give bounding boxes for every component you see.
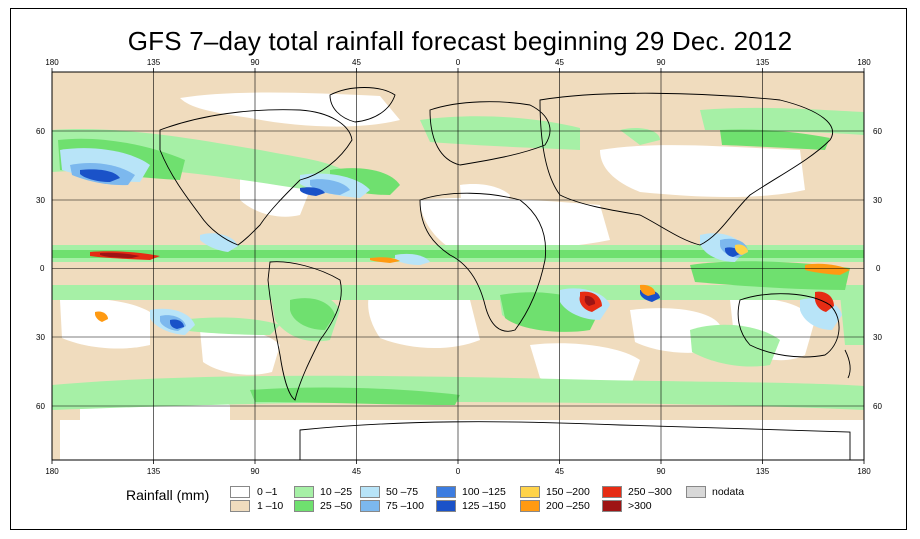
map-title: GFS 7–day total rainfall forecast beginn… [127,26,793,56]
right-tick-label: 0 [876,264,881,273]
legend-swatch [294,500,314,512]
europe-outline [429,101,551,166]
bottom-tick-label: 45 [555,467,564,476]
right-tick-label: 60 [873,127,882,136]
tick-marks [51,68,865,464]
legend-swatch [520,486,540,498]
legend-swatch [686,486,706,498]
legend-swatch [230,486,250,498]
legend-label: >300 [628,500,652,512]
legend-swatch [436,500,456,512]
south-america-outline [267,261,342,401]
bottom-tick-label: 135 [147,467,161,476]
legend-swatch [602,486,622,498]
legend-swatch [294,486,314,498]
right-tick-label: 30 [873,333,882,342]
dry-areas [60,92,864,460]
bottom-tick-label: 135 [756,467,770,476]
top-tick-label: 135 [147,58,161,67]
legend-swatch [360,500,380,512]
right-tick-labels: 60 30 0 30 60 [873,127,882,411]
bottom-tick-label: 90 [251,467,260,476]
bottom-tick-labels: 180 135 90 45 0 45 90 135 180 [45,467,871,476]
left-tick-label: 60 [36,402,45,411]
left-tick-label: 30 [36,333,45,342]
top-tick-label: 180 [45,58,59,67]
left-tick-label: 0 [40,264,45,273]
legend-label: 250 –300 [628,486,672,498]
legend-title: Rainfall (mm) [126,487,210,503]
greenland-outline [329,87,396,123]
left-tick-labels: 60 30 0 30 60 [36,127,45,411]
legend-label: 200 –250 [546,500,590,512]
legend-label: 100 –125 [462,486,506,498]
left-tick-label: 60 [36,127,45,136]
top-tick-labels: 180 135 90 45 0 45 90 135 180 [45,58,871,67]
right-tick-label: 30 [873,196,882,205]
north-america-outline [159,109,353,246]
bottom-tick-label: 45 [352,467,361,476]
legend-label: nodata [712,486,745,498]
australia-outline [737,293,840,358]
top-tick-label: 90 [657,58,666,67]
legend-swatch [360,486,380,498]
bottom-tick-label: 0 [456,467,461,476]
legend-label: 25 –50 [320,500,353,512]
legend-label: 10 –25 [320,486,353,498]
legend-label: 75 –100 [386,500,424,512]
bottom-tick-label: 90 [657,467,666,476]
top-tick-label: 180 [857,58,871,67]
antarctica-outline [299,421,851,460]
legend-swatch [230,500,250,512]
right-tick-label: 60 [873,402,882,411]
band-heavy [90,244,850,322]
legend-swatch [602,500,622,512]
top-tick-label: 90 [251,58,260,67]
legend-label: 150 –200 [546,486,590,498]
legend-label: 1 –10 [257,500,284,512]
legend-label: 125 –150 [462,500,506,512]
top-tick-label: 45 [352,58,361,67]
top-tick-label: 135 [756,58,770,67]
top-tick-label: 45 [555,58,564,67]
legend-label: 0 –1 [257,486,278,498]
legend-swatch [520,500,540,512]
legend-label: 50 –75 [386,486,419,498]
top-tick-label: 0 [456,58,461,67]
asia-outline [539,92,833,246]
graticule [52,72,864,460]
figure-frame [10,8,907,530]
left-tick-label: 30 [36,196,45,205]
new-zealand-outline [844,349,851,379]
coastlines [159,87,851,460]
africa-outline [419,192,547,332]
bottom-tick-label: 180 [857,467,871,476]
legend-swatch [436,486,456,498]
bottom-tick-label: 180 [45,467,59,476]
